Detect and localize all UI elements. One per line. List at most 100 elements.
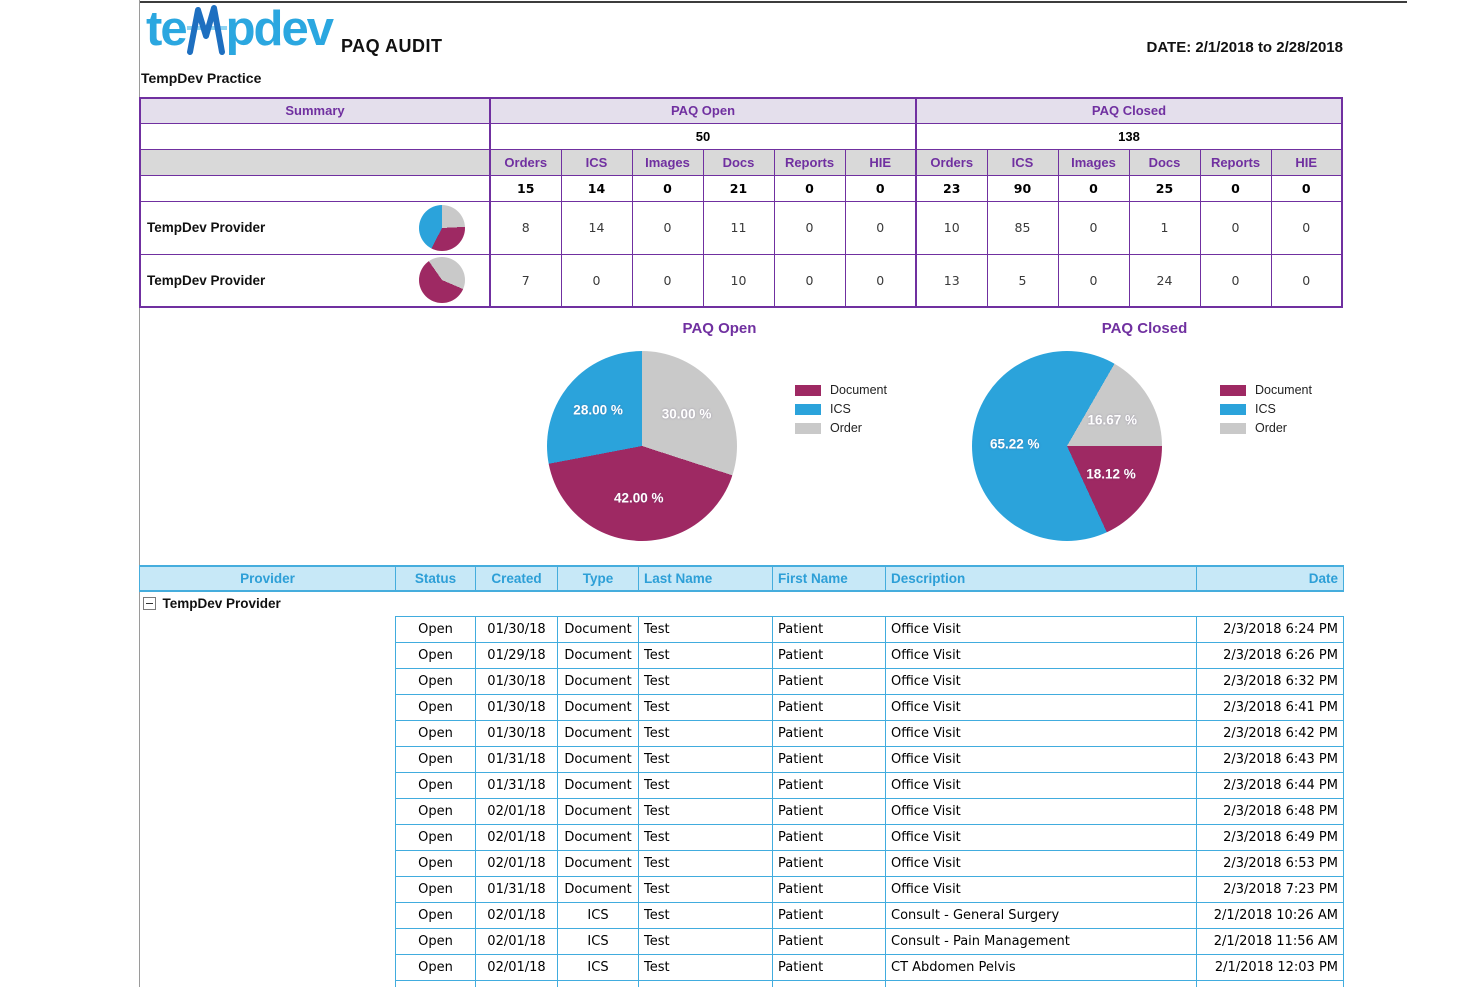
totals-blank-cell: [139, 174, 491, 202]
detail-col-created: Created: [475, 565, 558, 592]
cell-status: Open: [395, 693, 476, 721]
detail-row: Open 01/30/18 Document Test Patient Offi…: [140, 615, 1344, 643]
page-left-border: [139, 0, 140, 987]
cell-date: 2/3/2018 6:26 PM: [1196, 641, 1344, 669]
col-header-orders-open: Orders: [489, 148, 562, 176]
detail-row: Open 01/30/18 Document Test Patient Offi…: [140, 667, 1344, 695]
provider-count-cell: 13: [915, 253, 988, 308]
col-header-docs-open: Docs: [702, 148, 775, 176]
cell-date: 2/1/2018 10:26 AM: [1196, 901, 1344, 929]
cell-type: Document: [557, 719, 639, 747]
cell-lastname: Test: [638, 953, 773, 981]
pie-slice-label: 65.22 %: [990, 436, 1040, 452]
chart-title: PAQ Closed: [1101, 320, 1188, 337]
cell-status: Open: [395, 615, 476, 643]
cell-description: [885, 979, 1197, 987]
provider-count-cell: 0: [631, 253, 704, 308]
detail-col-description: Description: [885, 565, 1197, 592]
paq-open-chart: PAQ Open 30.00 % 42.00 % 28.00 % Document I…: [547, 320, 907, 541]
provider-count-cell: 8: [489, 200, 562, 255]
total-cell: 0: [1199, 174, 1272, 202]
cell-provider: [140, 798, 396, 824]
provider-count-cell: 0: [1057, 200, 1130, 255]
cell-lastname: Test: [638, 797, 773, 825]
provider-count-cell: 24: [1128, 253, 1201, 308]
cell-provider: [140, 824, 396, 850]
cell-description: Office Visit: [885, 641, 1197, 669]
cell-lastname: Test: [638, 745, 773, 773]
cell-description: Consult - Pain Management: [885, 927, 1197, 955]
cell-firstname: Patient: [772, 641, 886, 669]
cell-type: Document: [557, 849, 639, 877]
col-header-images-closed: Images: [1057, 148, 1130, 176]
cell-provider: [140, 668, 396, 694]
legend-label: ICS: [1255, 402, 1276, 416]
cell-date: 2/3/2018 6:24 PM: [1196, 615, 1344, 643]
cell-firstname: Patient: [772, 667, 886, 695]
detail-col-status: Status: [395, 565, 476, 592]
cell-provider: [140, 902, 396, 928]
col-header-docs-closed: Docs: [1128, 148, 1201, 176]
total-cell: 25: [1128, 174, 1201, 202]
detail-row: Open 01/31/18 Document Test Patient Offi…: [140, 745, 1344, 773]
cell-description: Office Visit: [885, 719, 1197, 747]
provider-count-cell: 0: [844, 200, 917, 255]
cell-status: Open: [395, 927, 476, 955]
cell-date: 2/3/2018 6:43 PM: [1196, 745, 1344, 773]
cell-description: Office Visit: [885, 667, 1197, 695]
cell-status: Open: [395, 849, 476, 877]
cell-description: Office Visit: [885, 771, 1197, 799]
cell-type: Document: [557, 875, 639, 903]
logo-text-left: te: [146, 2, 188, 56]
group-label: TempDev Provider: [162, 596, 281, 612]
provider-name: TempDev Provider: [147, 272, 266, 288]
total-cell: 90: [986, 174, 1059, 202]
cell-created: 02/01/18: [475, 953, 558, 981]
cell-date: 2/3/2018 6:42 PM: [1196, 719, 1344, 747]
pulse-icon: [186, 4, 227, 61]
cell-created: 01/29/18: [475, 641, 558, 669]
summary-table: Summary PAQ Open PAQ Closed 50 138 Order…: [139, 97, 1343, 308]
cell-date: 2/3/2018 6:49 PM: [1196, 823, 1344, 851]
legend-label: Document: [830, 383, 887, 397]
cell-lastname: Test: [638, 641, 773, 669]
provider-summary-row: TempDev Provider 8 14 0 11 0 0 10 85 0 1 0 0: [139, 200, 1343, 255]
report-title: PAQ AUDIT: [341, 36, 443, 56]
provider-count-cell: 85: [986, 200, 1059, 255]
provider-count-cell: 0: [1199, 200, 1272, 255]
cell-firstname: Patient: [772, 901, 886, 929]
cell-firstname: Patient: [772, 849, 886, 877]
cell-firstname: Patient: [772, 875, 886, 903]
legend-swatch: [1220, 403, 1246, 415]
pie-slice-label: 28.00 %: [573, 402, 623, 418]
cell-provider: [140, 616, 396, 642]
cell-type: Document: [557, 641, 639, 669]
provider-count-cell: 14: [560, 200, 633, 255]
chart-legend: Document ICS Order: [795, 383, 887, 440]
summary-header: Summary: [139, 97, 491, 124]
cell-created: 01/30/18: [475, 693, 558, 721]
cell-date: 2/3/2018 6:32 PM: [1196, 667, 1344, 695]
collapse-icon[interactable]: [142, 597, 156, 611]
provider-summary-row: TempDev Provider 7 0 0 10 0 0 13 5 0 24 0 0: [139, 253, 1343, 308]
cell-provider: [140, 642, 396, 668]
cell-provider: [140, 850, 396, 876]
provider-count-cell: 0: [560, 253, 633, 308]
cell-description: Office Visit: [885, 875, 1197, 903]
pie-chart: [972, 351, 1162, 541]
cell-firstname: Patient: [772, 823, 886, 851]
cell-provider: [140, 980, 396, 987]
col-header-hie-closed: HIE: [1270, 148, 1343, 176]
paq-open-header: PAQ Open: [489, 97, 917, 124]
pie-chart: [547, 351, 737, 541]
chart-legend: Document ICS Order: [1220, 383, 1312, 440]
cell-type: Document: [557, 667, 639, 695]
cell-description: Office Visit: [885, 823, 1197, 851]
detail-row: Open 01/31/18 Document Test Patient Offi…: [140, 771, 1344, 799]
col-header-reports-closed: Reports: [1199, 148, 1272, 176]
cell-created: 01/30/18: [475, 667, 558, 695]
cell-status: Open: [395, 797, 476, 825]
legend-swatch: [1220, 422, 1246, 434]
legend-swatch: [795, 403, 821, 415]
cell-created: 02/01/18: [475, 797, 558, 825]
